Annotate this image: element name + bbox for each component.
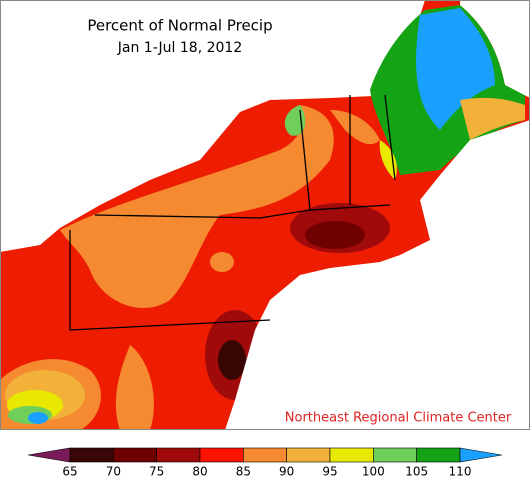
- legend-swatch: [416, 447, 461, 463]
- legend-tick-label: 70: [106, 465, 121, 478]
- legend-swatch: [69, 447, 114, 463]
- zone-yellow: [379, 140, 397, 180]
- legend-swatch: [286, 447, 331, 463]
- map-title: Percent of Normal Precip: [87, 17, 272, 35]
- map: [0, 0, 530, 430]
- zone-darker: [305, 221, 365, 249]
- border: [94, 209, 311, 219]
- legend-swatch: [199, 447, 244, 463]
- border: [69, 230, 271, 331]
- zone-orange: [115, 345, 154, 430]
- border: [299, 109, 391, 211]
- legend-arrow-low: [27, 447, 71, 463]
- legend-tick-label: 80: [192, 465, 207, 478]
- legend-tick-label: 90: [279, 465, 294, 478]
- legend-tick-label: 110: [449, 465, 472, 478]
- border: [384, 94, 396, 181]
- credit: Northeast Regional Climate Center: [285, 411, 512, 426]
- ocean: [225, 120, 530, 430]
- legend-arrow-high: [459, 447, 503, 463]
- legend-tick-label: 100: [362, 465, 385, 478]
- legend-tick-label: 75: [149, 465, 164, 478]
- lake-canada: [0, 0, 425, 252]
- legend-tick-label: 105: [405, 465, 428, 478]
- state-borders: [69, 94, 396, 331]
- legend-tick-label: 85: [236, 465, 251, 478]
- legend-swatch: [329, 447, 374, 463]
- zone-yellow: [460, 97, 525, 140]
- legend-swatch: [243, 447, 287, 463]
- zone-blue: [416, 8, 495, 130]
- zone-orange: [330, 110, 380, 145]
- legend: 65 70 75 80 85 90 95 100 105 110: [27, 447, 503, 478]
- map-subtitle: Jan 1-Jul 18, 2012: [117, 40, 242, 56]
- canada: [460, 0, 530, 98]
- legend-swatch: [156, 447, 201, 463]
- zone-orange: [210, 252, 234, 272]
- legend-swatch: [373, 447, 417, 463]
- legend-tick-label: 65: [62, 465, 77, 478]
- zone-orange: [60, 105, 334, 309]
- zone-blue: [28, 412, 48, 424]
- zone-darkest: [218, 340, 246, 380]
- legend-swatch: [113, 447, 157, 463]
- legend-tick-label: 95: [322, 465, 337, 478]
